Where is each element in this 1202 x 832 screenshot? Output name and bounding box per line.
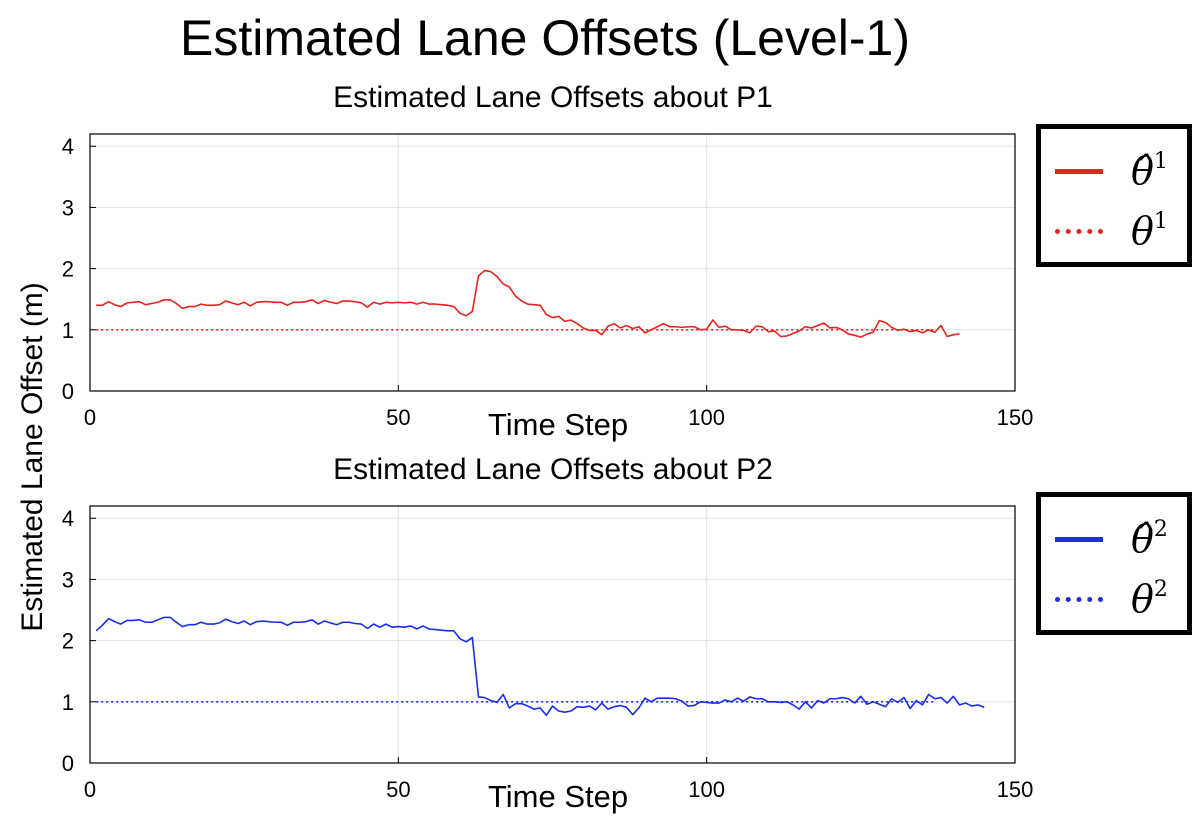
legend-label: θ̂2: [1131, 514, 1168, 564]
legend-label: θ1: [1131, 206, 1168, 256]
legend-item-estimate-p1: θ̂1: [1041, 146, 1187, 196]
subplot-p1: 0 50 100 150 0 1 2 3 4 Time Step: [62, 133, 1034, 442]
x-tick-label: 100: [688, 405, 725, 430]
legend-label: θ2: [1131, 574, 1168, 624]
x-tick-label: 150: [997, 405, 1034, 430]
y-tick-label: 4: [62, 506, 74, 531]
x-tick-label: 50: [386, 405, 410, 430]
x-tick-label: 50: [386, 777, 410, 802]
axes-frame: [89, 133, 1016, 392]
y-tick-label: 4: [62, 134, 74, 159]
legend-symbol: θ̂: [1131, 517, 1154, 561]
x-tick-label: 0: [84, 777, 96, 802]
subplot-p2: 0 50 100 150 0 1 2 3 4 Time Step: [62, 505, 1034, 814]
subplot-title-p2: Estimated Lane Offsets about P2: [333, 453, 773, 486]
legend-superscript: 1: [1153, 149, 1168, 174]
estimated-offset-line: [96, 269, 960, 338]
axes-frame: [89, 505, 1016, 764]
legend-symbol: θ: [1131, 577, 1154, 621]
x-tick-label: 100: [688, 777, 725, 802]
x-axis-label: Time Step: [488, 407, 628, 442]
legend-p1: θ̂1 θ1: [1036, 124, 1192, 267]
legend-solid-line-red: [1055, 169, 1103, 174]
estimated-offset-line: [95, 616, 985, 717]
y-tick-label: 2: [62, 629, 74, 654]
legend-dotted-line-red: [1055, 229, 1103, 234]
legend-superscript: 2: [1153, 517, 1168, 542]
y-tick-label: 1: [62, 318, 74, 343]
x-tick-label: 0: [84, 405, 96, 430]
legend-symbol: θ̂: [1131, 149, 1154, 193]
y-tick-label: 0: [62, 379, 74, 404]
legend-item-true-p1: θ1: [1041, 206, 1187, 256]
legend-superscript: 2: [1153, 577, 1168, 602]
legend-symbol: θ: [1131, 209, 1154, 253]
legend-p2: θ̂2 θ2: [1036, 492, 1192, 635]
legend-dotted-line-blue: [1055, 597, 1103, 602]
y-tick-label: 2: [62, 257, 74, 282]
figure-title: Estimated Lane Offsets (Level-1): [180, 10, 910, 66]
y-tick-label: 0: [62, 751, 74, 776]
y-tick-label: 3: [62, 567, 74, 592]
subplot-title-p1: Estimated Lane Offsets about P1: [333, 81, 773, 114]
legend-superscript: 1: [1153, 209, 1168, 234]
y-tick-label: 1: [62, 690, 74, 715]
x-axis-label: Time Step: [488, 779, 628, 814]
legend-label: θ̂1: [1131, 146, 1168, 196]
x-tick-label: 150: [997, 777, 1034, 802]
y-tick-label: 3: [62, 195, 74, 220]
legend-solid-line-blue: [1055, 537, 1103, 542]
legend-item-true-p2: θ2: [1041, 574, 1187, 624]
legend-item-estimate-p2: θ̂2: [1041, 514, 1187, 564]
